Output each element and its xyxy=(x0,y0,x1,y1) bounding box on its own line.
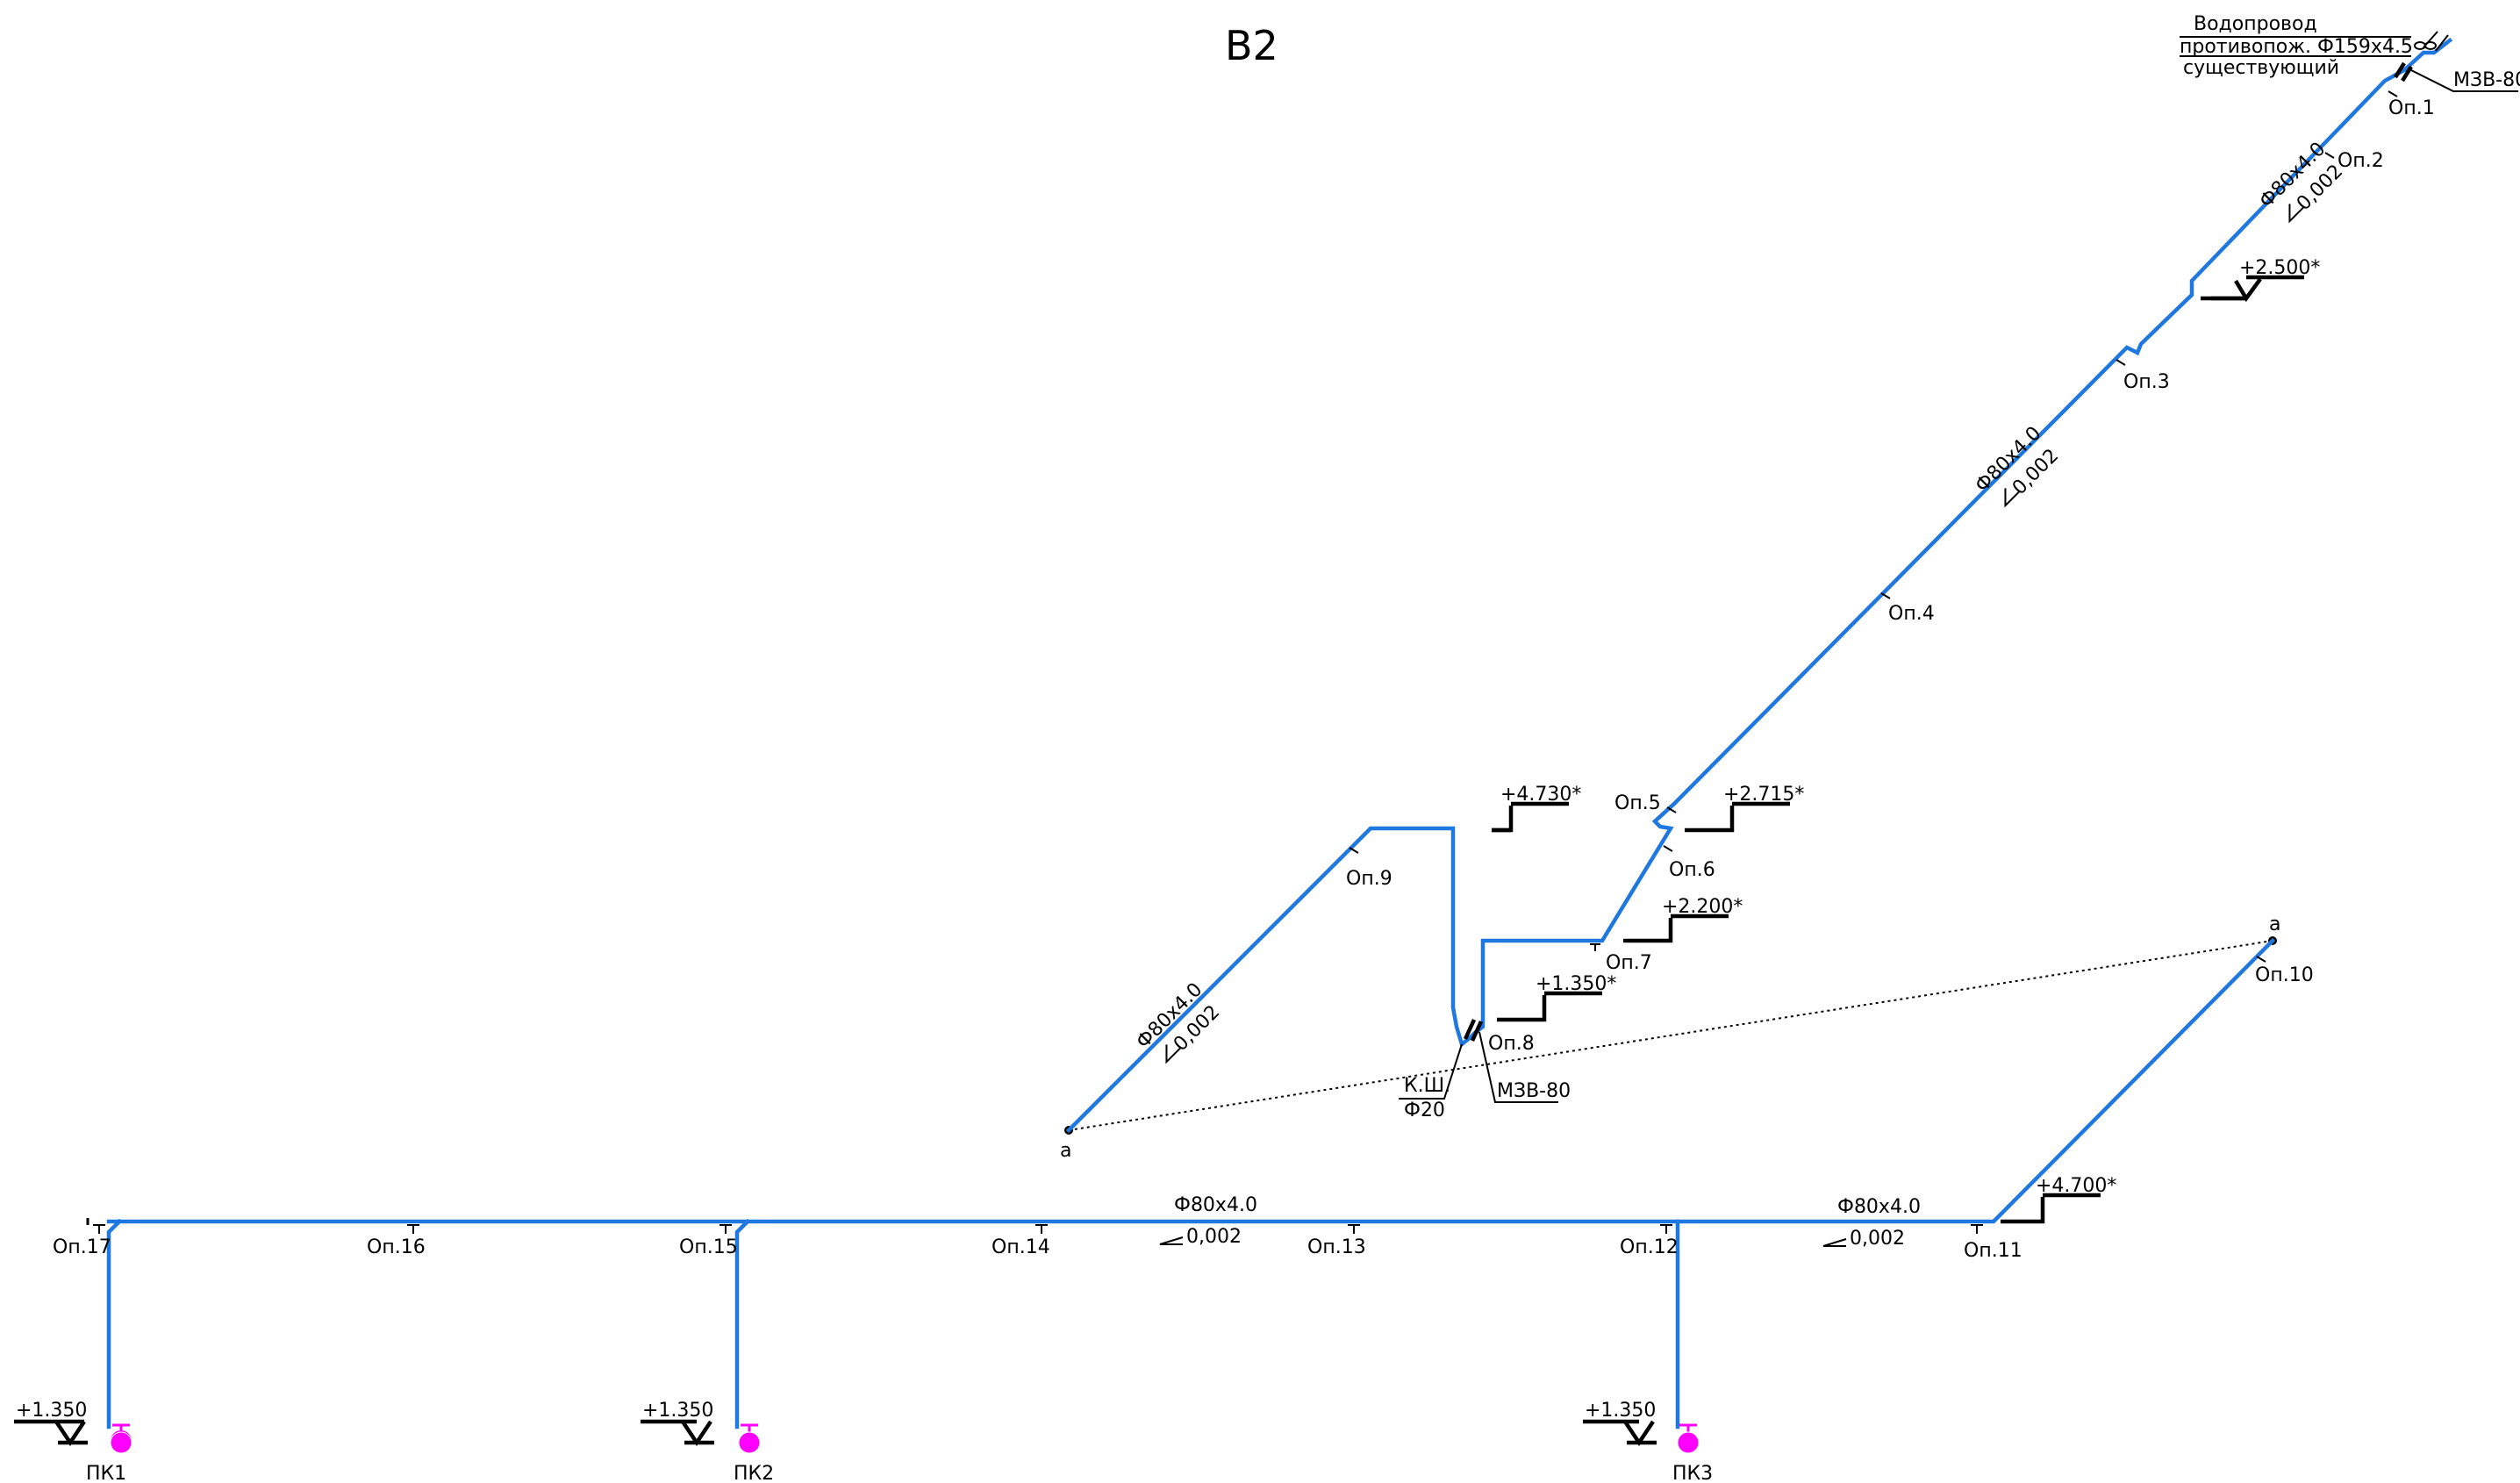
elevation-mark-4730: +4.730* xyxy=(1492,784,1581,833)
elevation-mark-1350-top: +1.350* xyxy=(1497,973,1616,1022)
support-op16: Оп.16 xyxy=(367,1236,426,1258)
support-ticks xyxy=(93,90,2398,1234)
pipe-label-upper-2: Ф80х4.0 0,002 xyxy=(1972,422,2063,508)
elevation-2500-text: +2.500* xyxy=(2239,257,2320,279)
elevation-1350-top-text: +1.350* xyxy=(1536,973,1616,995)
elevation-2715-text: +2.715* xyxy=(1723,784,1804,806)
support-op9: Оп.9 xyxy=(1346,868,1392,890)
drain-label-bottom: Ф20 xyxy=(1404,1100,1445,1121)
slope-icon xyxy=(1165,1044,1181,1064)
drain-leader xyxy=(1399,1043,1463,1100)
fire-hydrant-icon-pk3 xyxy=(1677,1423,1700,1454)
pipe-label-upper-1: Ф80х4.0 0,002 xyxy=(2256,138,2347,224)
elevation-mark-pk1: +1.350 xyxy=(14,1400,88,1447)
elevation-mark-4700: +4.700* xyxy=(2001,1175,2116,1224)
support-op6: Оп.6 xyxy=(1669,859,1715,881)
support-op5: Оп.5 xyxy=(1614,792,1661,814)
existing-main-line1: Водопровод xyxy=(2194,13,2317,35)
pipe-size-main-1: Ф80х4.0 xyxy=(1174,1194,1257,1216)
slope-icon-main-1 xyxy=(1159,1236,1184,1245)
hydrant-label-pk2: ПК2 xyxy=(734,1463,774,1483)
fire-hydrant-icon-pk2 xyxy=(738,1423,761,1454)
support-op1: Оп.1 xyxy=(2388,97,2435,119)
valve-bottom-leader xyxy=(1478,1031,1558,1103)
pipe-run-lower xyxy=(106,937,2276,1224)
pipe-drop-pk1 xyxy=(106,1218,123,1429)
existing-main-line3: существующий xyxy=(2183,57,2339,79)
valve-symbol-bottom xyxy=(1463,1019,1484,1042)
pipe-size-main-2: Ф80х4.0 xyxy=(1837,1196,1921,1218)
elevation-mark-pk2: +1.350 xyxy=(641,1400,714,1447)
slope-icon xyxy=(2288,204,2304,224)
pipe-drop-pk2 xyxy=(734,1218,751,1429)
support-op11: Оп.11 xyxy=(1964,1240,2022,1262)
drain-label-top: К.Ш. xyxy=(1404,1075,1450,1097)
elevation-mark-pk3: +1.350 xyxy=(1583,1400,1657,1447)
support-op12: Оп.12 xyxy=(1620,1236,1679,1258)
elevation-mark-2500: +2.500* xyxy=(2201,257,2320,303)
support-op2: Оп.2 xyxy=(2337,150,2384,172)
existing-main-symbol xyxy=(2414,31,2449,52)
elevation-mark-2200: +2.200* xyxy=(1623,896,1743,943)
valve-top-label: МЗВ-80 xyxy=(2453,69,2520,91)
support-op3: Оп.3 xyxy=(2123,371,2170,393)
slope-icon-main-2 xyxy=(1822,1238,1847,1247)
support-op15: Оп.15 xyxy=(679,1236,738,1258)
elevation-pk2-text: +1.350 xyxy=(642,1400,713,1422)
elevation-4700-text: +4.700* xyxy=(2036,1175,2116,1197)
support-op7: Оп.7 xyxy=(1606,952,1652,974)
break-link-dotted-line xyxy=(1068,940,2273,1131)
pipe-slope-main-1: 0,002 xyxy=(1186,1226,1242,1248)
diagram-title: В2 xyxy=(1225,22,1278,69)
support-op14: Оп.14 xyxy=(992,1236,1050,1258)
existing-main-line2: противопож. Ф159х4.5 xyxy=(2180,36,2413,58)
support-op10: Оп.10 xyxy=(2255,964,2314,986)
elevation-pk3-text: +1.350 xyxy=(1585,1400,1656,1422)
pipe-slope-main-2: 0,002 xyxy=(1850,1228,1905,1250)
break-label-right: a xyxy=(2269,913,2280,935)
elevation-2200-text: +2.200* xyxy=(1662,896,1743,918)
hydrant-label-pk3: ПК3 xyxy=(1672,1463,1713,1483)
elevation-mark-2715: +2.715* xyxy=(1685,784,1804,833)
support-op17: Оп.17 xyxy=(53,1236,111,1258)
elevation-pk1-text: +1.350 xyxy=(16,1400,87,1422)
support-op13: Оп.13 xyxy=(1307,1236,1366,1258)
fire-hydrant-icon-pk1 xyxy=(110,1423,132,1454)
elevation-4730-text: +4.730* xyxy=(1500,784,1581,806)
valve-top-leader xyxy=(2407,68,2518,92)
break-label-left: a xyxy=(1060,1140,1071,1162)
slope-icon xyxy=(2004,488,2020,508)
valve-bottom-label: МЗВ-80 xyxy=(1497,1080,1571,1102)
pipe-label-left: Ф80х4.0 0,002 xyxy=(1133,978,1224,1064)
pipe-run-upper xyxy=(1065,37,2453,1134)
support-op4: Оп.4 xyxy=(1888,603,1935,625)
hydrant-label-pk1: ПК1 xyxy=(86,1463,126,1483)
support-op8: Оп.8 xyxy=(1488,1033,1535,1055)
